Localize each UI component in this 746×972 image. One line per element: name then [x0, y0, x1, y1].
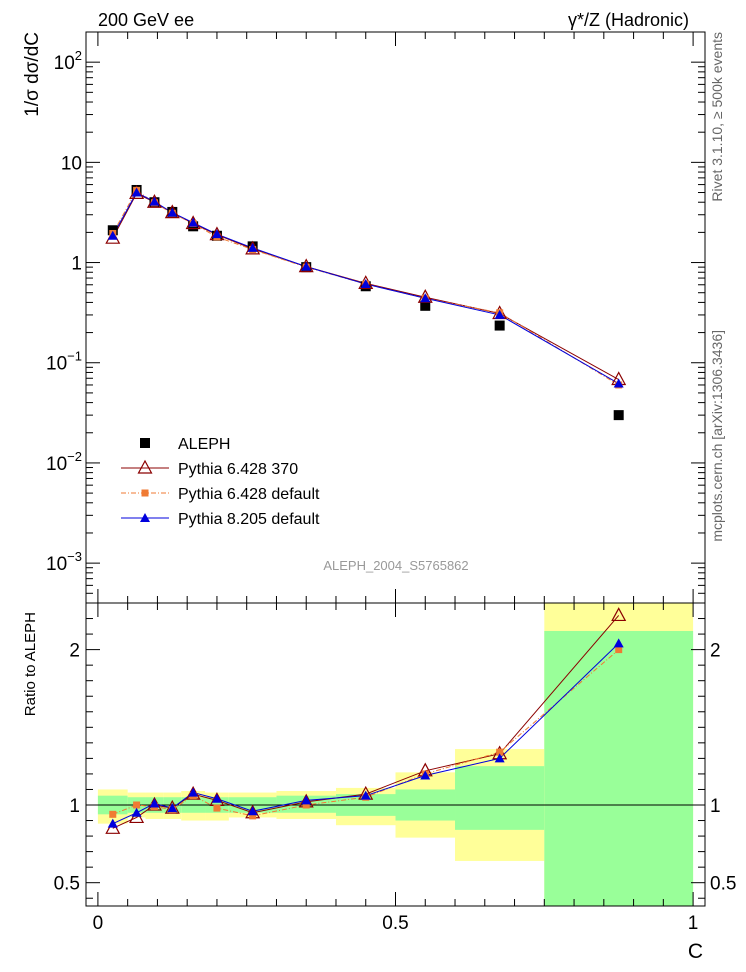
main-point-pythia-8-205-default-8: [360, 279, 371, 289]
analysis-watermark: ALEPH_2004_S5765862: [323, 558, 468, 573]
mcplots-side-label: mcplots.cern.ch [arXiv:1306.3436]: [709, 330, 725, 542]
legend-label-pythia-8-205-default: Pythia 8.205 default: [178, 511, 320, 528]
legend-marker-pythia-8-205-default: [140, 513, 150, 522]
main-point-aleph-10: [494, 320, 505, 331]
axis-ticks: [86, 31, 705, 906]
ratio-point-pythia-8-205-default-9: [420, 770, 431, 780]
main-point-aleph-9: [420, 300, 431, 311]
header-left-label: 200 GeV ee: [98, 10, 194, 30]
ratio-point-pythia-6-428-default-10: [496, 748, 504, 756]
ratio-point-pythia-6-428-default-5: [213, 804, 221, 812]
main-point-pythia-8-205-default-0: [107, 230, 118, 240]
x-tick-label-1: 0.5: [382, 913, 408, 934]
main-y-tick-label-2: 1: [71, 254, 82, 275]
legend-label-aleph: ALEPH: [178, 436, 230, 453]
main-y-tick-label-4: 10−2: [46, 449, 82, 475]
ratio-point-pythia-8-205-default-7: [301, 795, 312, 805]
x-tick-label-0: 0: [93, 913, 104, 934]
main-y-tick-label-5: 10−3: [46, 549, 82, 575]
ratio-point-pythia-6-428-default-11: [615, 646, 623, 654]
ratio-uncertainty-bands: [97, 603, 694, 906]
main-point-pythia-8-205-default-1: [131, 187, 142, 197]
main-y-axis-title: 1/σ dσ/dC: [22, 32, 43, 117]
ratio-point-pythia-8-205-default-0: [107, 818, 118, 828]
ratio-y-tick-label-2: 2: [69, 641, 80, 662]
main-point-pythia-8-205-default-4: [188, 217, 199, 227]
ratio-y-tick-label-right-1: 1: [710, 796, 721, 817]
ratio-point-pythia-8-205-default-8: [360, 790, 371, 800]
band-inner-11: [544, 630, 694, 906]
main-y-tick-label-3: 10−1: [46, 349, 82, 375]
main-point-pythia-8-205-default-9: [420, 293, 431, 303]
ratio-point-pythia-8-205-default-5: [211, 793, 222, 803]
main-point-pythia-8-205-default-2: [149, 196, 160, 206]
ratio-y-tick-label-right-0: 0.5: [710, 874, 736, 895]
legend-marker-pythia-6-428-370: [137, 459, 153, 474]
ratio-point-pythia-8-205-default-1: [131, 807, 142, 817]
legend-marker-pythia-6-428-default: [141, 489, 149, 497]
legend: ALEPH Pythia 6.428 370 Pythia 6.428 defaul…: [121, 436, 320, 528]
x-tick-label-2: 1: [688, 913, 699, 934]
rivet-side-label: Rivet 3.1.10, ≥ 500k events: [709, 32, 725, 202]
ratio-y-tick-label-0: 0.5: [54, 874, 80, 895]
main-point-pythia-8-205-default-6: [247, 242, 258, 252]
header-right-label: γ*/Z (Hadronic): [568, 10, 689, 30]
ratio-y-tick-label-right-2: 2: [710, 641, 721, 662]
ratio-y-axis-title: Ratio to ALEPH: [22, 612, 39, 716]
ratio-point-pythia-6-428-default-1: [133, 801, 141, 809]
legend-label-pythia-6-428-default: Pythia 6.428 default: [178, 486, 320, 503]
legend-label-pythia-6-428-370: Pythia 6.428 370: [178, 461, 298, 478]
ratio-point-pythia-6-428-default-6: [249, 812, 257, 820]
main-point-pythia-8-205-default-5: [211, 229, 222, 239]
ratio-point-pythia-6-428-default-7: [302, 801, 310, 809]
main-point-pythia-8-205-default-7: [301, 261, 312, 271]
tick-labels: 102 10 1 10−1 10−2 10−3 0.5 0.5 1 1 2 2 0 0.5 1: [46, 48, 736, 934]
main-y-tick-label-1: 10: [61, 153, 82, 174]
ratio-point-pythia-8-205-default-6: [247, 806, 258, 816]
ratio-point-pythia-8-205-default-11: [613, 638, 624, 648]
ratio-y-tick-label-1: 1: [69, 796, 80, 817]
main-point-pythia-8-205-default-3: [167, 207, 178, 217]
ratio-series-markers: [105, 607, 627, 834]
ratio-point-pythia-6-428-default-0: [109, 810, 117, 818]
band-inner-10: [455, 766, 545, 830]
ratio-point-pythia-8-205-default-10: [494, 753, 505, 763]
ratio-point-pythia-8-205-default-4: [188, 787, 199, 797]
ratio-point-pythia-8-205-default-2: [149, 798, 160, 808]
main-point-aleph-11: [613, 410, 624, 421]
main-series-markers: [105, 184, 627, 421]
legend-marker-aleph: [140, 438, 150, 448]
ratio-point-pythia-8-205-default-3: [167, 803, 178, 813]
main-y-tick-label-0: 102: [54, 48, 82, 74]
ratio-point-pythia-6-428-370-11: [611, 607, 627, 622]
x-axis-title: C: [688, 940, 703, 963]
main-point-pythia-8-205-default-11: [613, 378, 624, 388]
main-point-pythia-8-205-default-10: [494, 309, 505, 319]
